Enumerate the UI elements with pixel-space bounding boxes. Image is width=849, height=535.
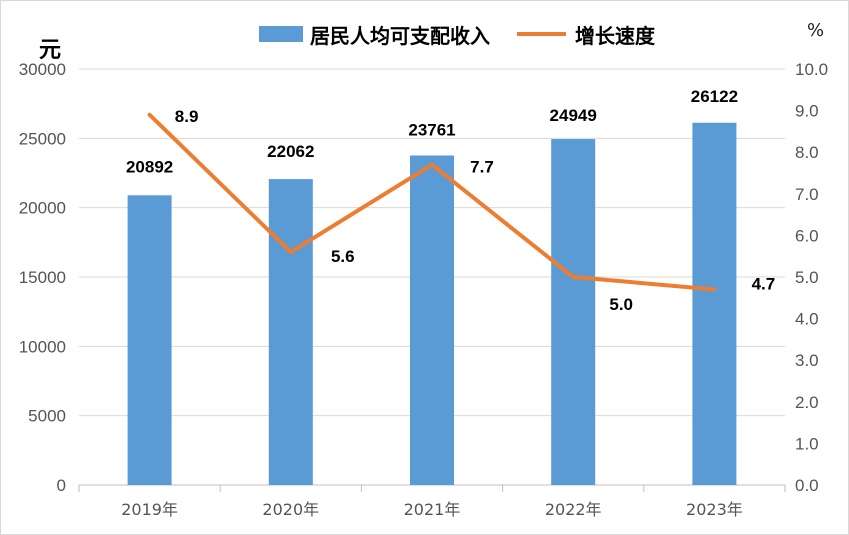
bar-value-label: 26122	[691, 87, 738, 106]
chart-legend: 居民人均可支配收入 增长速度	[259, 19, 682, 49]
left-y-tick-label: 10000	[19, 337, 66, 356]
right-y-tick-label: 2.0	[795, 393, 819, 412]
line-value-label: 7.7	[470, 158, 494, 177]
bar-value-label: 23761	[408, 121, 455, 140]
right-y-tick-label: 4.0	[795, 310, 819, 329]
left-y-tick-label: 25000	[19, 129, 66, 148]
legend-line-swatch	[517, 32, 566, 36]
x-category-label: 2020年	[262, 500, 319, 519]
right-y-tick-label: 8.0	[795, 143, 819, 162]
legend-item-income: 居民人均可支配收入	[259, 20, 490, 49]
income-bar	[410, 155, 454, 485]
bar-value-label: 24949	[550, 106, 597, 125]
right-y-tick-label: 9.0	[795, 102, 819, 121]
bar-value-label: 20892	[126, 157, 173, 176]
legend-item-growth: 增长速度	[517, 20, 655, 49]
legend-bar-swatch	[259, 26, 303, 42]
right-y-tick-label: 0.0	[795, 476, 819, 495]
income-bar	[692, 122, 737, 485]
line-value-label: 8.9	[175, 107, 199, 126]
right-y-tick-label: 6.0	[795, 226, 819, 245]
line-value-label: 5.6	[331, 247, 355, 266]
right-y-tick-label: 1.0	[795, 434, 819, 453]
bar-value-label: 22062	[267, 142, 314, 161]
legend-growth-label: 增长速度	[575, 23, 655, 48]
line-value-label: 5.0	[609, 295, 633, 314]
right-y-tick-label: 3.0	[795, 351, 819, 370]
left-y-tick-label: 20000	[19, 199, 66, 218]
right-y-tick-label: 5.0	[795, 268, 819, 287]
x-category-label: 2021年	[404, 500, 461, 519]
x-category-label: 2023年	[686, 500, 743, 519]
left-y-tick-label: 0	[57, 476, 66, 495]
x-category-label: 2019年	[121, 500, 178, 519]
income-bar	[268, 179, 313, 485]
income-bar	[127, 195, 172, 485]
x-category-label: 2022年	[545, 500, 602, 519]
right-axis-unit: %	[807, 20, 825, 41]
left-y-tick-label: 15000	[19, 268, 66, 287]
line-value-label: 4.7	[752, 274, 776, 293]
left-y-tick-label: 5000	[28, 407, 66, 426]
legend-income-label: 居民人均可支配收入	[310, 23, 490, 48]
growth-line	[147, 112, 717, 292]
left-axis-unit: 元	[39, 38, 62, 63]
left-y-tick-label: 30000	[19, 60, 66, 79]
right-y-tick-label: 10.0	[795, 60, 828, 79]
right-y-tick-label: 7.0	[795, 185, 819, 204]
income-bar	[551, 139, 596, 485]
